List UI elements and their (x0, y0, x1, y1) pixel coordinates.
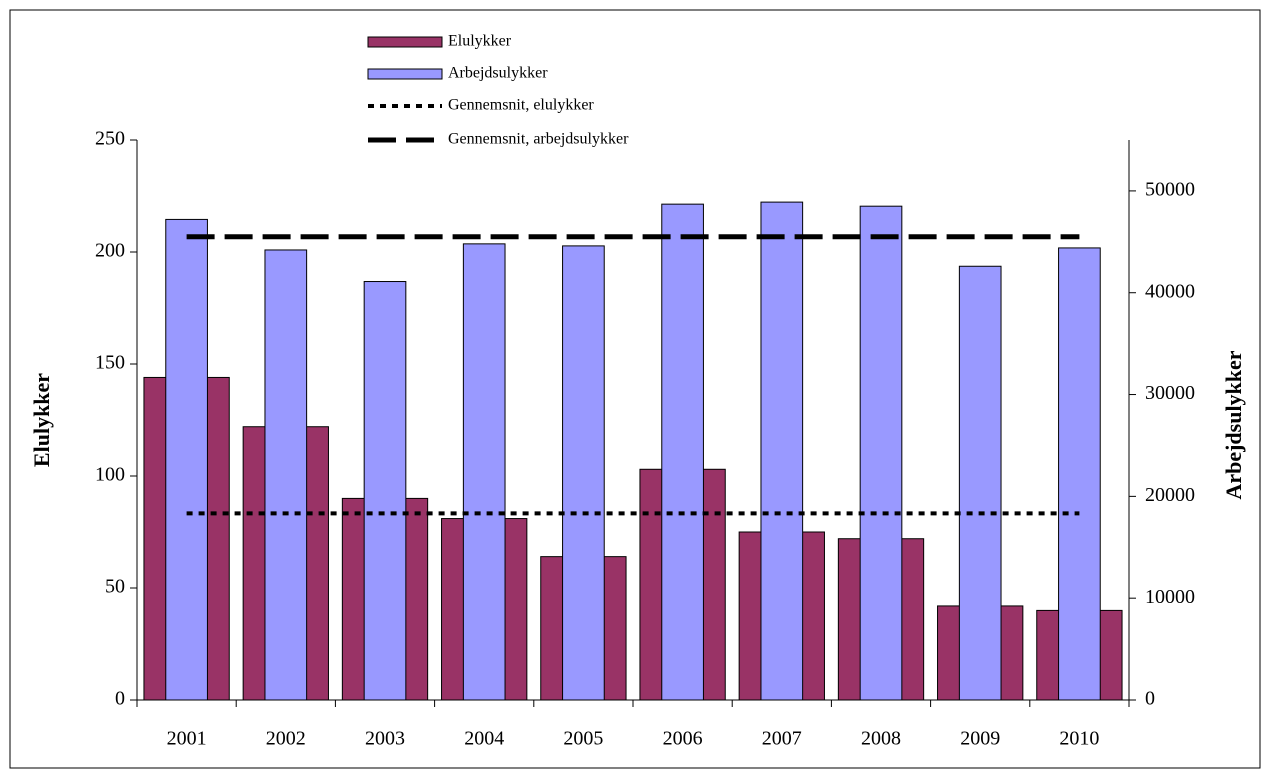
y2-tick-label: 0 (1145, 688, 1155, 710)
y2-tick-label: 10000 (1145, 586, 1195, 608)
y-tick-label: 200 (95, 240, 125, 262)
legend-label: Elulykker (448, 33, 512, 50)
bar (958, 265, 1002, 701)
x-tick-label: 2008 (861, 728, 901, 750)
legend-label: Gennemsnit, elulykker (448, 97, 594, 114)
legend-swatch (367, 68, 443, 80)
y2-tick-label: 30000 (1145, 382, 1195, 404)
bar (462, 243, 506, 701)
y-tick-label: 0 (115, 688, 125, 710)
x-tick-label: 2007 (762, 728, 802, 750)
bar (661, 203, 704, 701)
x-tick-label: 2004 (464, 728, 504, 750)
y2-axis-title: Arbejdsulykker (1221, 350, 1246, 499)
legend-label: Arbejdsulykker (448, 65, 548, 82)
y2-tick-label: 20000 (1145, 484, 1195, 506)
x-tick-label: 2009 (960, 728, 1000, 750)
y2-tick-label: 50000 (1145, 179, 1195, 201)
x-tick-label: 2002 (266, 728, 306, 750)
x-tick-label: 2010 (1059, 728, 1099, 750)
x-tick-label: 2003 (365, 728, 405, 750)
y-axis-title: Elulykker (29, 373, 54, 467)
bar (363, 281, 407, 701)
y-tick-label: 150 (95, 352, 125, 374)
bar (562, 245, 605, 701)
legend-label: Gennemsnit, arbejdsulykker (448, 131, 629, 148)
bar (760, 201, 804, 701)
x-tick-label: 2005 (563, 728, 603, 750)
y2-tick-label: 40000 (1145, 280, 1195, 302)
y-tick-label: 250 (95, 128, 125, 150)
x-tick-label: 2001 (167, 728, 207, 750)
bar (859, 205, 903, 701)
y-tick-label: 100 (95, 464, 125, 486)
bar (1058, 247, 1101, 701)
x-tick-label: 2006 (663, 728, 703, 750)
y-tick-label: 50 (105, 576, 125, 598)
bar (165, 218, 208, 701)
legend-swatch (367, 36, 443, 48)
bar (264, 249, 308, 701)
